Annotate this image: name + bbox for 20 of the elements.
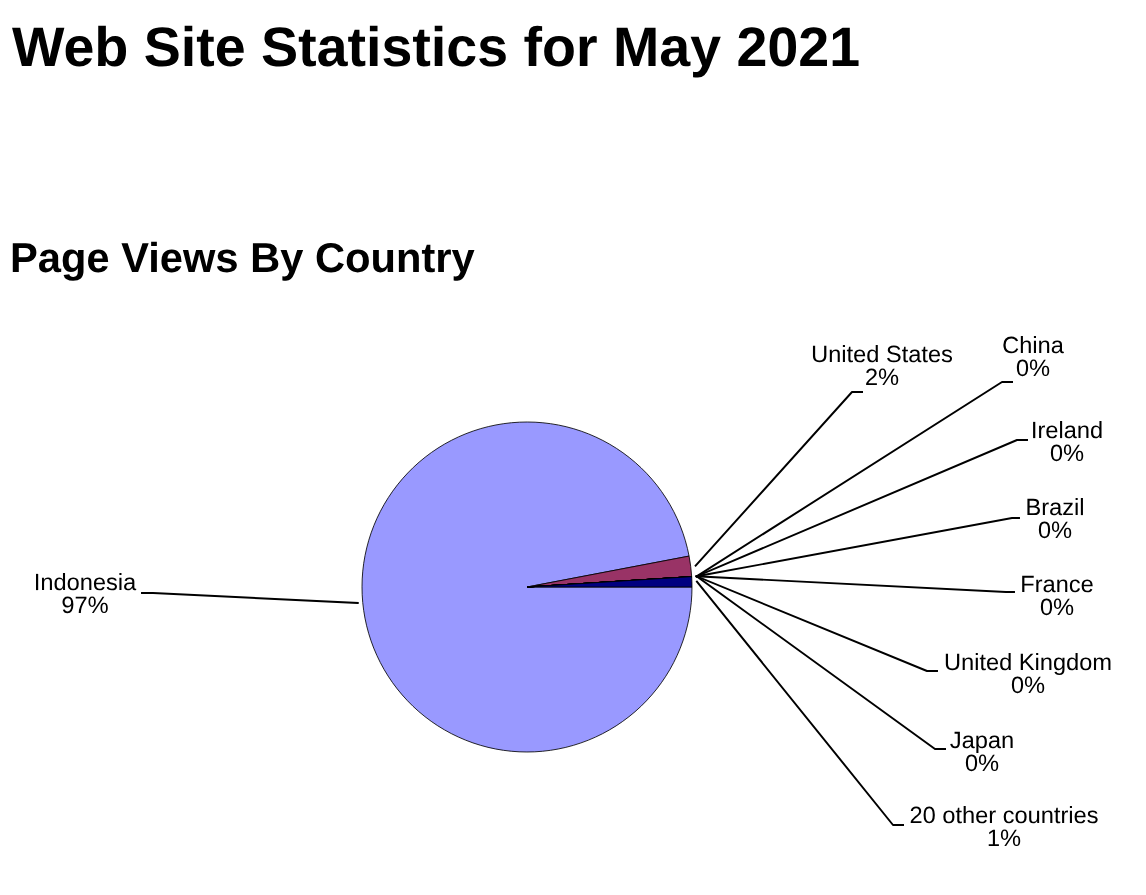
- text: 0%: [1040, 598, 1074, 616]
- chart-title: Web Site Statistics for May 2021: [12, 25, 859, 78]
- text: 0%: [965, 754, 999, 772]
- text: 0%: [1038, 521, 1072, 539]
- category-label: Ireland: [1033, 421, 1102, 439]
- slice-label: United States: [812, 345, 953, 363]
- category-label: Brazil: [1027, 498, 1083, 516]
- data-label: 1%: [988, 829, 1021, 847]
- chart-subtitle: Page Views By Country: [12, 241, 475, 281]
- slice-label: 20 other countries: [910, 806, 1098, 824]
- category-label: China: [1003, 336, 1064, 354]
- category-label: Japan: [950, 731, 1013, 754]
- data-label: 2%: [866, 368, 899, 386]
- text: 0%: [1011, 676, 1045, 694]
- slice-label: Indonesia: [35, 573, 137, 591]
- data-label: 97%: [62, 596, 108, 614]
- text: 0%: [1016, 359, 1050, 377]
- category-label: United Kingdom: [945, 653, 1111, 676]
- text: 0%: [1050, 444, 1084, 462]
- category-label: France: [1022, 575, 1093, 593]
